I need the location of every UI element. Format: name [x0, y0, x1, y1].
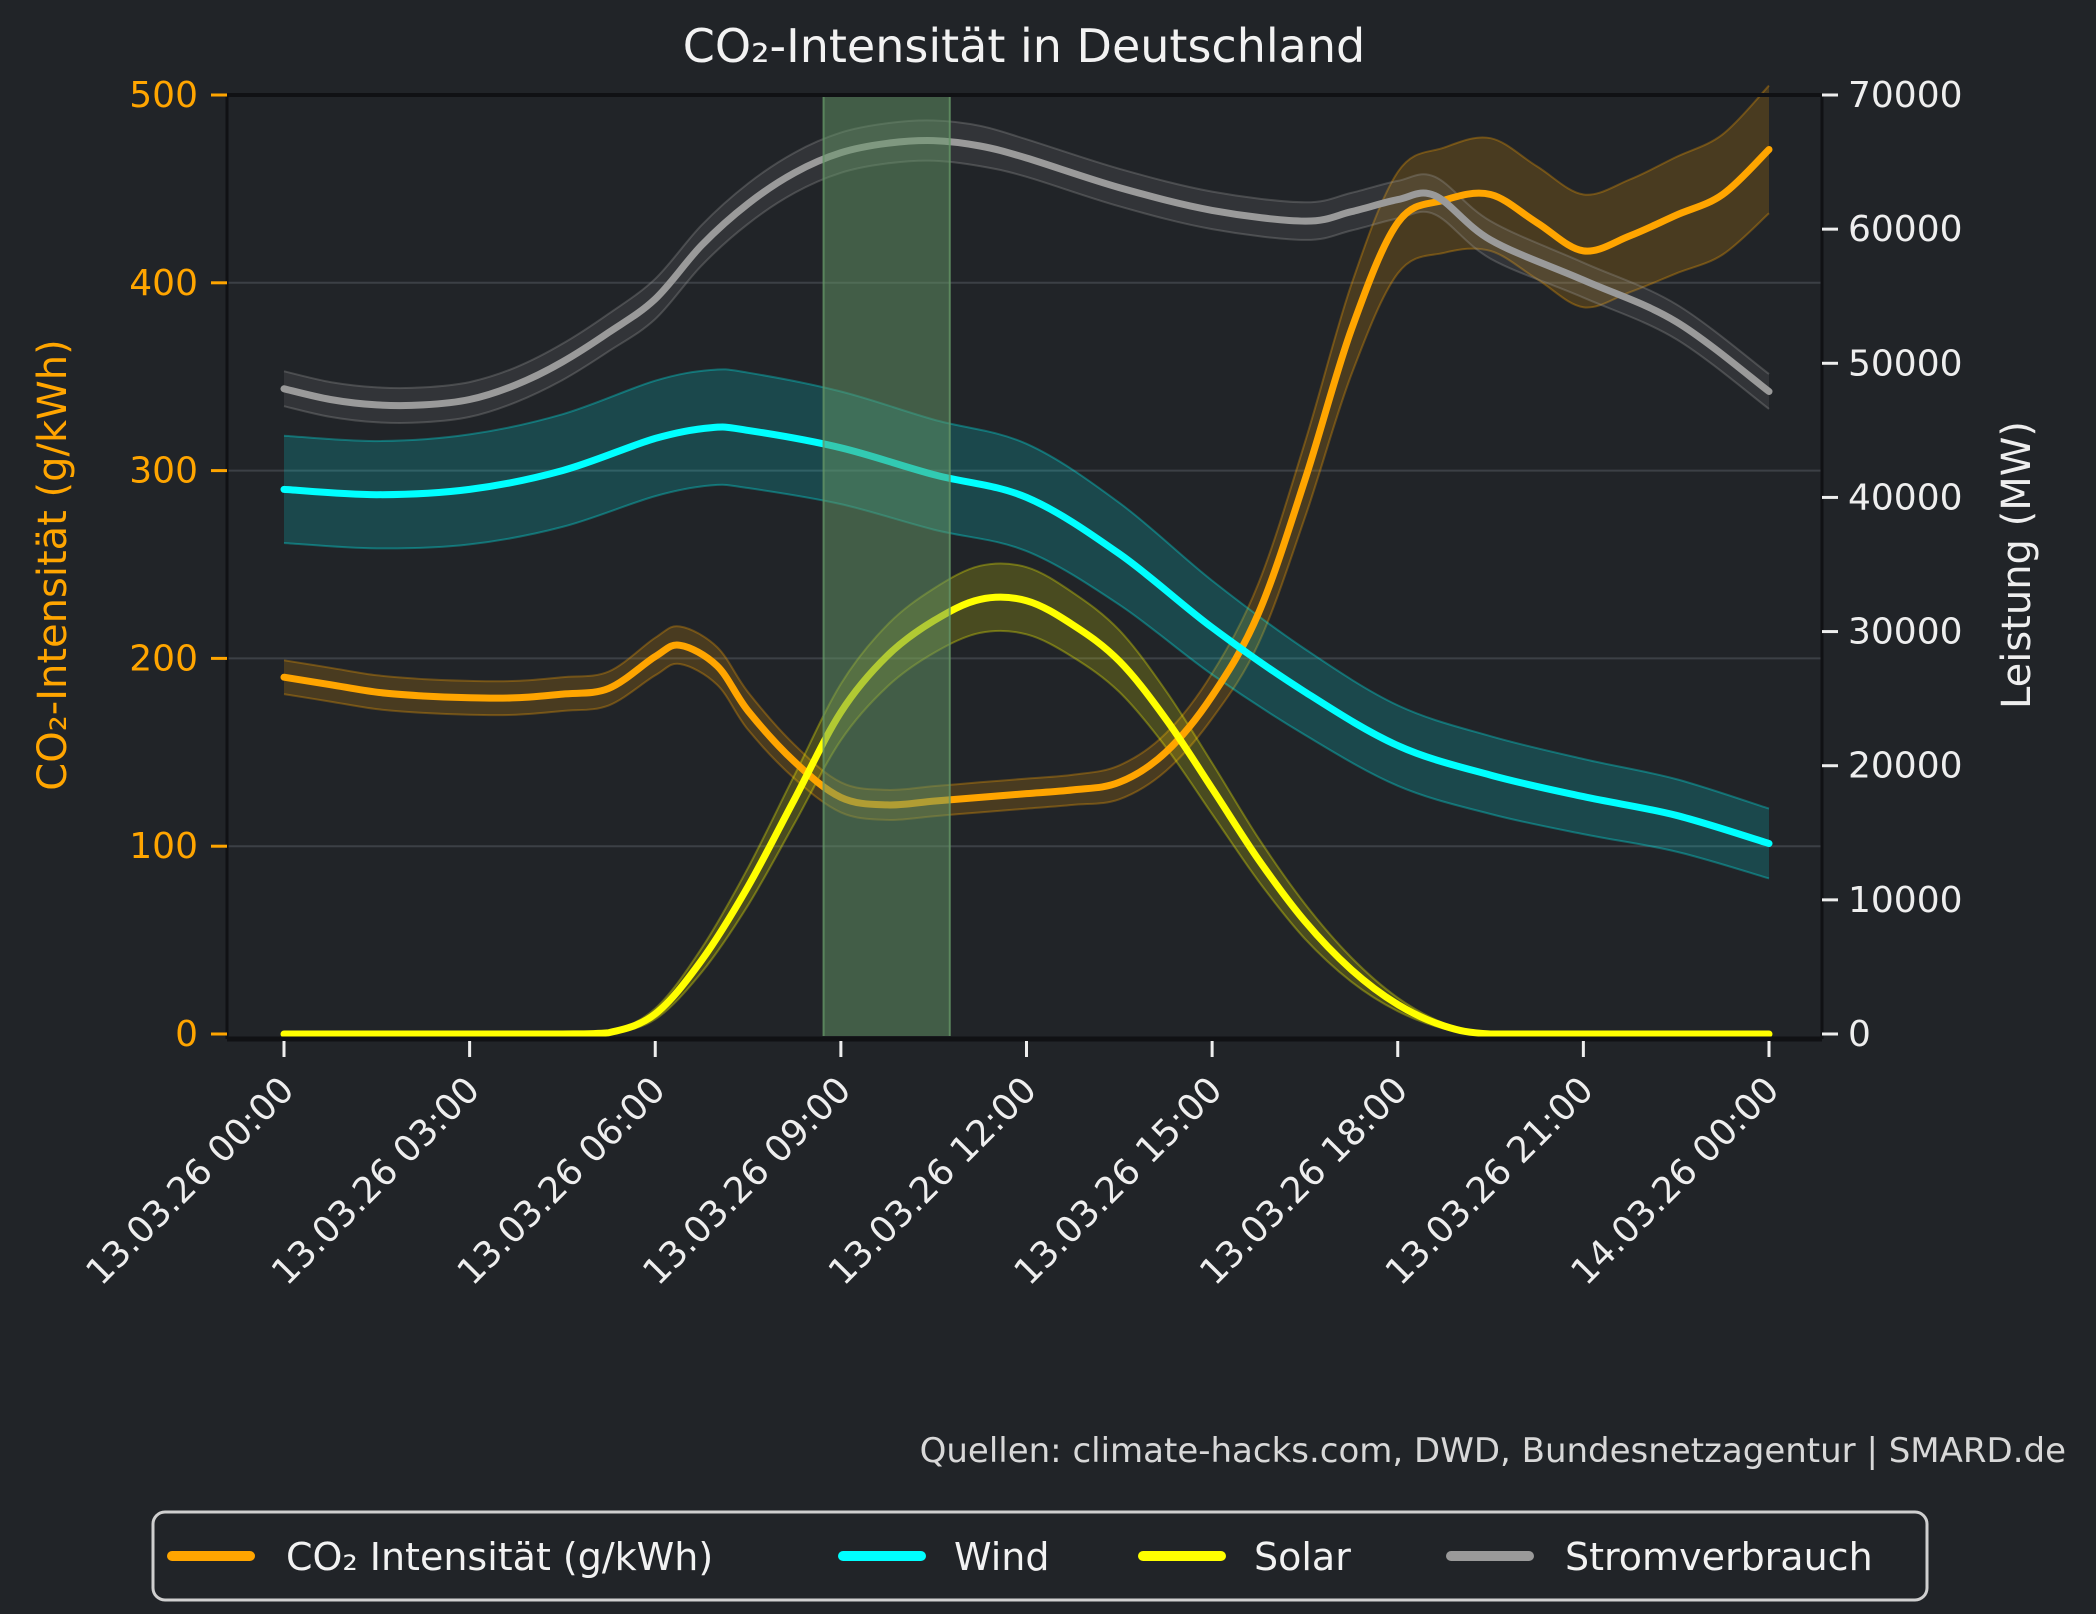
gridlines [227, 281, 1822, 848]
y-left-tick-label: 0 [175, 1014, 198, 1055]
legend-label-2: Wind [954, 1535, 1050, 1579]
y-right-tick-label: 40000 [1848, 477, 1963, 518]
y-right-tick-label: 30000 [1848, 612, 1963, 653]
line-Wind [280, 423, 1773, 847]
band-edge [283, 483, 1770, 880]
legend-label-1: CO₂ Intensität (g/kWh) [286, 1535, 713, 1579]
y-left-tick-label: 300 [129, 451, 198, 492]
source-note: Quellen: climate-hacks.com, DWD, Bundesn… [920, 1431, 2066, 1471]
band-Wind [284, 369, 1769, 879]
left-axis-label: CO₂-Intensität (g/kWh) [30, 339, 76, 790]
y-right-tick-label: 50000 [1848, 343, 1963, 384]
y-left-tick-label: 400 [129, 263, 198, 304]
axes-spines-ticks [211, 93, 1838, 1057]
line-CO₂ Intensität (g/kWh) [280, 146, 1773, 809]
highlight-time-band [822, 97, 951, 1036]
y-left-tick-label: 200 [129, 638, 198, 679]
line-Solar [280, 593, 1773, 1038]
band-Stromverbrauch [284, 120, 1769, 423]
band-CO₂ Intensität (g/kWh) [284, 85, 1769, 820]
legend-label-3: Solar [1254, 1535, 1351, 1579]
y-left-tick-label: 500 [129, 75, 198, 116]
y-right-tick-label: 60000 [1848, 209, 1963, 250]
y-right-tick-label: 20000 [1848, 746, 1963, 787]
y-right-tick-label: 10000 [1848, 880, 1963, 921]
band-edge [283, 212, 1770, 821]
legend-box [151, 1510, 1929, 1602]
legend: CO₂ Intensität (g/kWh) Wind Solar Stromverb… [151, 1510, 1929, 1602]
legend-label-4: Stromverbrauch [1565, 1535, 1873, 1579]
band-edge [283, 84, 1770, 791]
highlight-span-rect [823, 97, 950, 1036]
band-edge [283, 368, 1770, 810]
y-right-tick-label: 0 [1848, 1014, 1871, 1055]
right-axis-label: Leistung (MW) [1994, 421, 2040, 709]
y-right-tick-label: 70000 [1848, 75, 1963, 116]
y-left-tick-label: 100 [129, 826, 198, 867]
chart-title: CO₂-Intensität in Deutschland [683, 19, 1365, 73]
